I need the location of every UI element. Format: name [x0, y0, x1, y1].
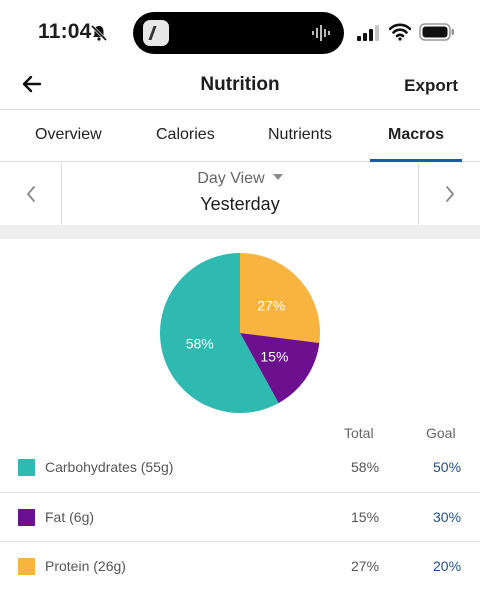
tab-bar: Overview Calories Nutrients Macros	[0, 110, 480, 162]
row-total: 58%	[351, 459, 380, 475]
row-goal: 50%	[433, 459, 462, 475]
caret-down-icon	[272, 174, 283, 180]
bell-slash-icon	[90, 24, 108, 42]
status-time: 11:04	[38, 20, 92, 43]
row-label: Fat (6g)	[45, 509, 95, 525]
protein-color-swatch	[18, 558, 35, 575]
active-tab-indicator	[370, 159, 462, 162]
macro-row-carbohydrates: Carbohydrates (55g) 58% 50%	[0, 443, 480, 492]
row-goal: 20%	[433, 558, 462, 574]
macro-row-protein: Protein (26g) 27% 20%	[0, 542, 480, 591]
pie-label-fat: 15%	[260, 348, 288, 364]
row-label: Protein (26g)	[45, 558, 126, 574]
pie-slice-fat	[240, 333, 320, 404]
date-selector: Day View Yesterday	[0, 163, 480, 225]
status-bar: 11:04	[0, 0, 480, 62]
row-divider	[0, 492, 480, 493]
macro-row-fat: Fat (6g) 15% 30%	[0, 493, 480, 542]
signal-icon	[357, 25, 379, 41]
pie-slice-carbohydrates	[160, 253, 279, 413]
battery-icon	[419, 23, 454, 41]
carbohydrates-color-swatch	[18, 459, 35, 476]
wifi-icon	[389, 23, 411, 41]
next-day-button[interactable]	[418, 163, 480, 225]
tab-calories[interactable]: Calories	[156, 126, 215, 143]
arrow-left-icon[interactable]	[20, 72, 44, 96]
page-title: Nutrition	[200, 74, 280, 95]
tab-nutrients[interactable]: Nutrients	[268, 126, 333, 143]
section-divider	[0, 225, 480, 239]
tab-overview[interactable]: Overview	[35, 126, 102, 143]
island-app-icon	[143, 20, 169, 46]
pie-slice-protein	[240, 253, 320, 344]
tab-macros[interactable]: Macros	[388, 126, 445, 143]
nav-header: Nutrition Export	[0, 62, 480, 110]
audio-wave-icon	[312, 25, 330, 41]
pie-label-carbohydrates: 58%	[186, 335, 214, 351]
total-column-header: Total	[344, 425, 374, 441]
fat-color-swatch	[18, 509, 35, 526]
row-goal: 30%	[433, 509, 462, 525]
dynamic-island[interactable]	[133, 12, 344, 54]
selected-date: Yesterday	[200, 194, 280, 214]
row-total: 15%	[351, 509, 380, 525]
view-mode-dropdown[interactable]: Day View	[0, 170, 480, 188]
row-label: Carbohydrates (55g)	[45, 459, 174, 475]
goal-column-header: Goal	[426, 425, 456, 441]
row-divider	[0, 541, 480, 542]
macros-pie-chart: 27% 15% 58%	[160, 253, 320, 413]
export-button[interactable]: Export	[404, 76, 458, 95]
pie-label-protein: 27%	[257, 297, 285, 313]
chevron-left-icon	[26, 186, 35, 202]
view-mode-label: Day View	[197, 170, 265, 187]
row-total: 27%	[351, 558, 380, 574]
previous-day-button[interactable]	[0, 163, 62, 225]
chevron-right-icon	[446, 186, 455, 202]
